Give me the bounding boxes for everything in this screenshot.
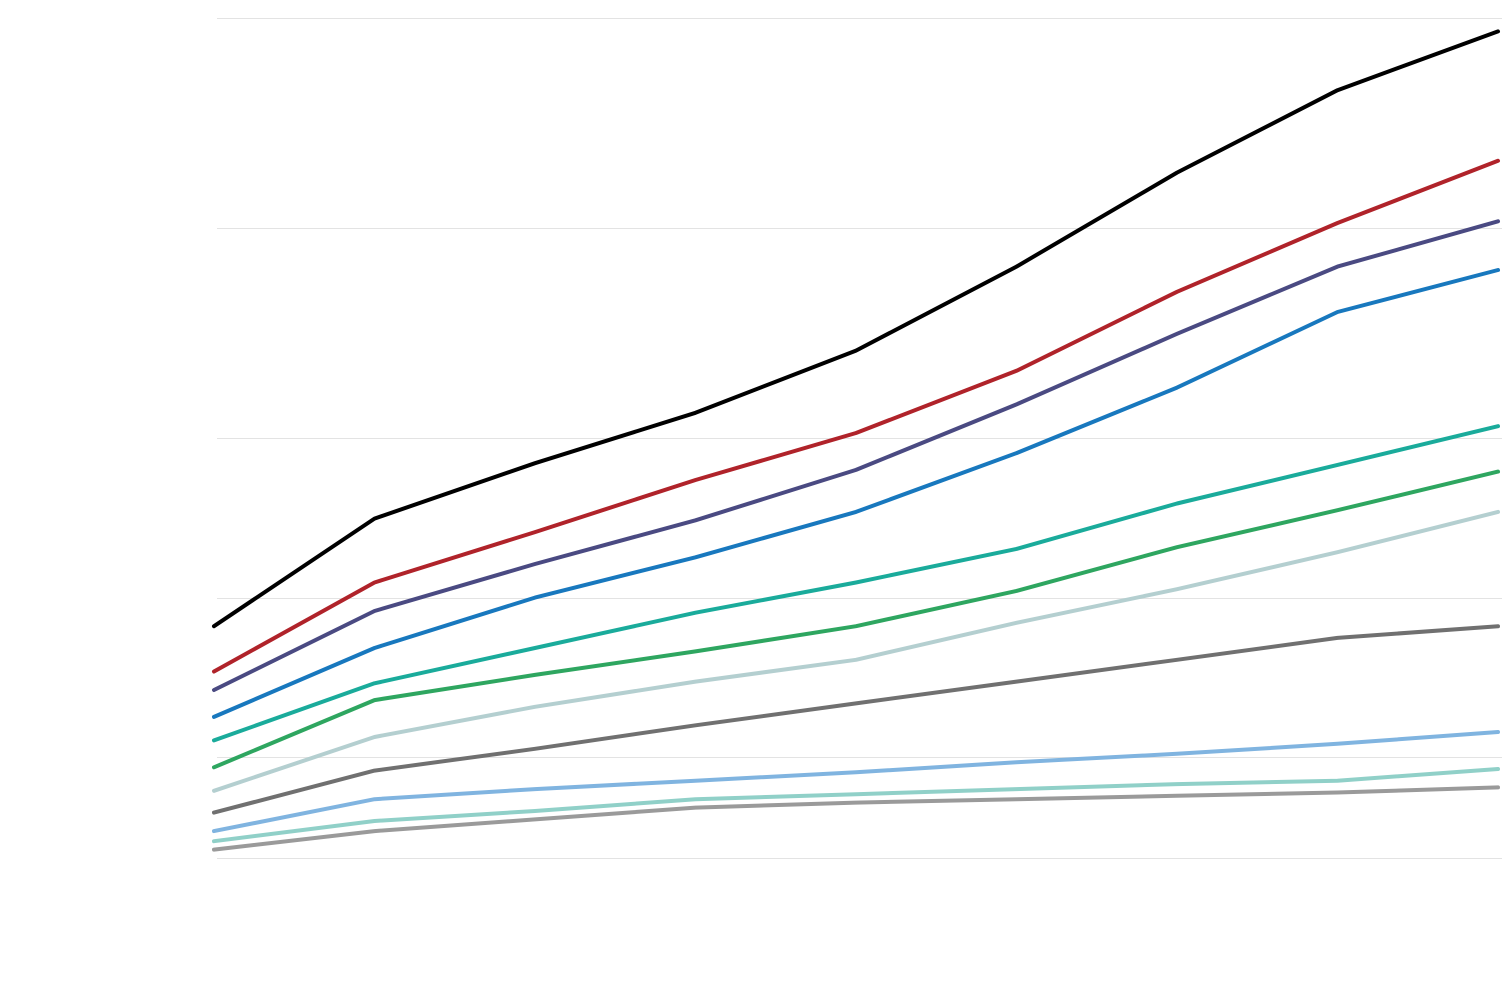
series-line-9 xyxy=(212,730,1500,834)
series-line-2 xyxy=(212,158,1500,674)
series-line-7 xyxy=(212,509,1500,793)
series-line-11 xyxy=(212,785,1500,852)
series-line-4 xyxy=(212,268,1500,719)
gridlines xyxy=(217,18,1502,859)
series-line-8 xyxy=(212,624,1500,815)
series-line-6 xyxy=(212,469,1500,770)
series-line-10 xyxy=(212,767,1500,844)
series-line-3 xyxy=(212,219,1500,692)
series-line-5 xyxy=(212,424,1500,743)
series-line-1 xyxy=(212,29,1500,629)
series-lines xyxy=(212,29,1500,852)
